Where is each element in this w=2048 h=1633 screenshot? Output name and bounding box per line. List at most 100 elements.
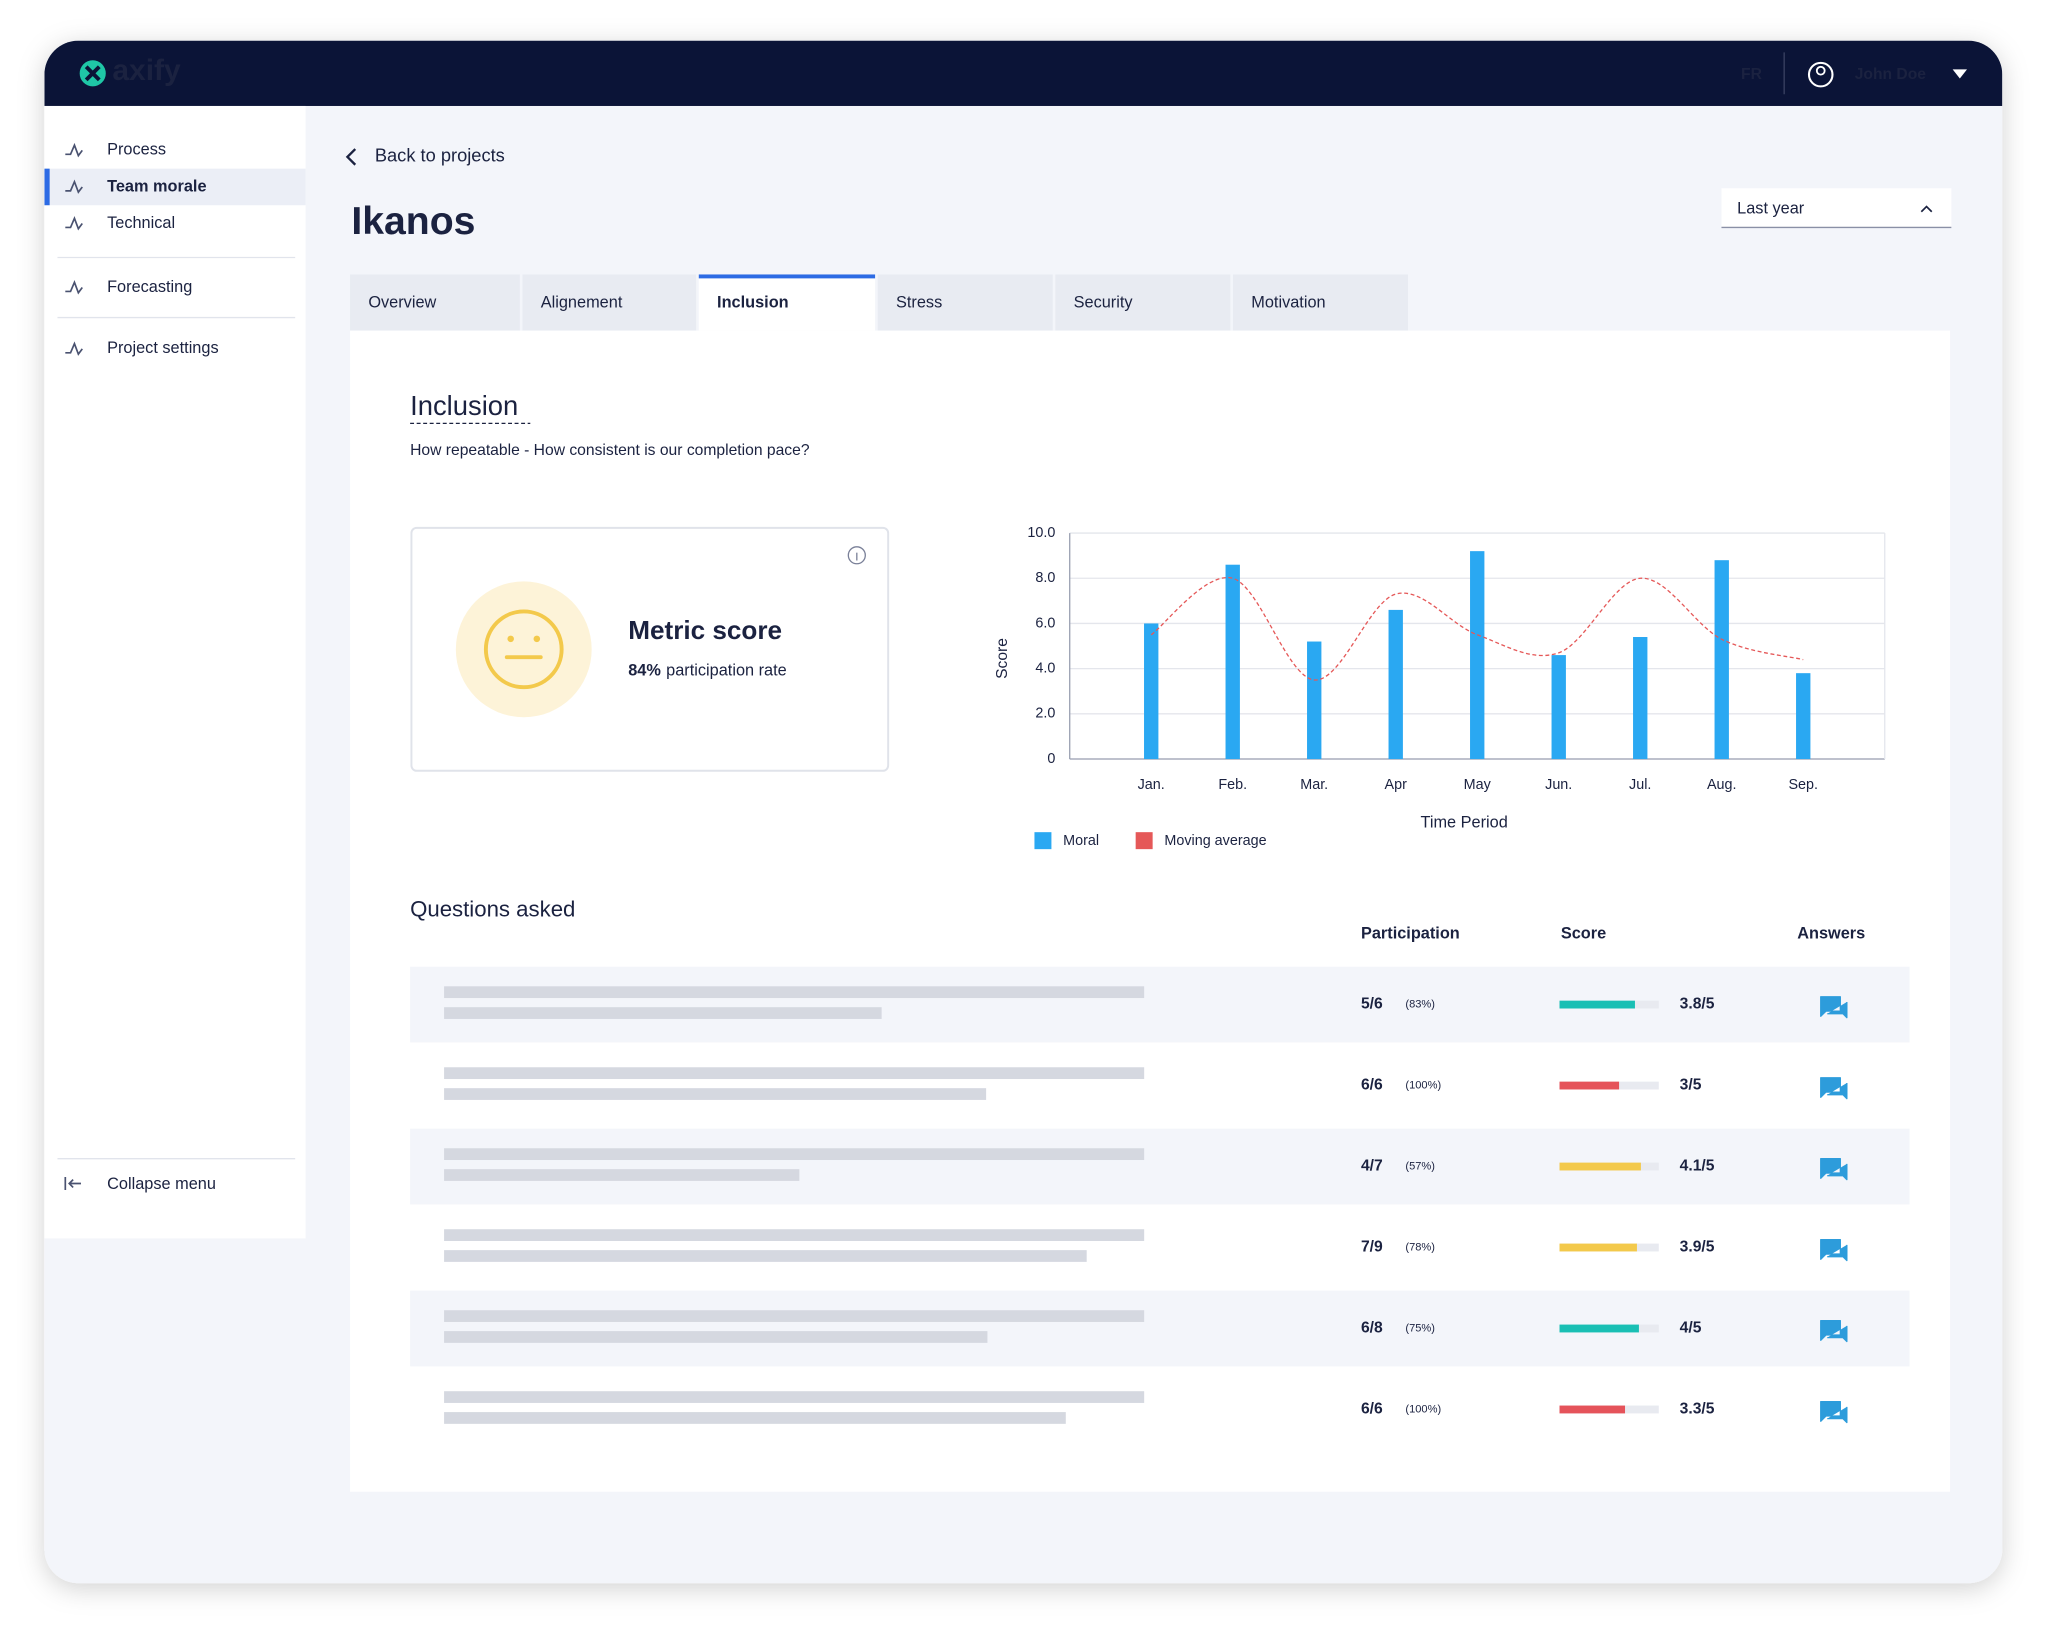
answers-icon[interactable]: [1820, 1239, 1848, 1262]
bar: [1714, 560, 1729, 760]
text-placeholder: [444, 1169, 800, 1181]
text-placeholder: [444, 1250, 1087, 1262]
nav-icon: [65, 142, 83, 158]
back-chevron: [345, 148, 357, 166]
nav-item[interactable]: Project settings: [107, 339, 219, 357]
x-tick-label: Sep.: [1788, 777, 1818, 793]
bar: [1551, 655, 1566, 760]
score-label: 3/5: [1680, 1077, 1702, 1094]
participation: 4/7: [1361, 1158, 1383, 1175]
participation-percent: (75%): [1405, 1322, 1435, 1334]
active-item-bg: [44, 168, 306, 206]
tab[interactable]: [877, 274, 1053, 331]
legend-label: Moral: [1063, 833, 1099, 849]
text-placeholder: [444, 1412, 1066, 1424]
questions-title: Questions asked: [410, 896, 575, 921]
logo-text: axify: [112, 54, 181, 87]
nav-item[interactable]: Forecasting: [107, 278, 192, 296]
tab[interactable]: [698, 274, 876, 331]
score-bar: [1559, 1000, 1635, 1009]
y-tick-label: 4.0: [1035, 660, 1055, 676]
text-placeholder: [444, 1331, 988, 1343]
score-bar: [1559, 1081, 1620, 1090]
sidebar: [44, 105, 306, 1239]
tab-label[interactable]: Stress: [896, 294, 942, 312]
row-bg: [410, 1290, 1910, 1367]
tab[interactable]: [1232, 274, 1408, 331]
text-placeholder: [444, 1229, 1145, 1241]
x-tick-label: Jan.: [1138, 777, 1165, 793]
score-label: 4/5: [1680, 1320, 1702, 1337]
nav-icon: [65, 179, 83, 194]
tab-label[interactable]: Inclusion: [717, 294, 789, 312]
nav-icon: [65, 280, 83, 295]
participation: 5/6: [1361, 996, 1383, 1013]
score-bar: [1559, 1324, 1639, 1333]
bar: [1633, 637, 1648, 760]
participation-percent: (100%): [1405, 1079, 1441, 1091]
answers-icon[interactable]: [1820, 996, 1848, 1019]
info-icon[interactable]: [847, 546, 866, 565]
column-header: Answers: [1797, 924, 1865, 942]
score-label: 3.3/5: [1680, 1401, 1715, 1418]
section-title: Inclusion: [410, 390, 518, 421]
nav-item[interactable]: Team morale: [107, 177, 206, 195]
y-axis-label: Score: [994, 638, 1011, 679]
tab[interactable]: [522, 274, 697, 331]
score-bar: [1559, 1405, 1626, 1414]
answers-icon[interactable]: [1820, 1320, 1848, 1343]
tab-label[interactable]: Alignement: [541, 294, 623, 312]
participation-percent: (83%): [1405, 999, 1435, 1011]
face-eye: [533, 635, 541, 643]
text-placeholder: [444, 1148, 1145, 1161]
nav-icon: [65, 341, 83, 356]
participation-value: 84%: [628, 662, 661, 680]
y-tick-label: 6.0: [1035, 615, 1055, 631]
period-select[interactable]: [1721, 188, 1952, 228]
participation: 6/8: [1361, 1320, 1383, 1337]
face: [483, 609, 564, 690]
participation: 7/9: [1361, 1239, 1383, 1256]
answers-icon[interactable]: [1820, 1400, 1848, 1424]
bar: [1144, 623, 1159, 760]
x-tick-label: Feb.: [1218, 777, 1247, 793]
answers-icon[interactable]: [1820, 1077, 1848, 1100]
tab[interactable]: [1055, 274, 1231, 331]
bar: [1796, 673, 1811, 760]
participation-percent: (57%): [1405, 1160, 1435, 1172]
score-bar: [1559, 1162, 1641, 1171]
tab-label[interactable]: Security: [1074, 294, 1134, 312]
nav-item[interactable]: Technical: [107, 214, 175, 232]
bar: [1388, 609, 1403, 760]
x-tick-label: Apr: [1385, 777, 1408, 793]
period-value[interactable]: Last year: [1737, 199, 1805, 217]
bar: [1225, 564, 1240, 760]
back-link[interactable]: Back to projects: [375, 145, 505, 166]
text-placeholder: [444, 1007, 882, 1019]
bar: [1307, 641, 1322, 760]
collapse-icon: [64, 1176, 81, 1191]
x-axis-label: Time Period: [1420, 813, 1507, 831]
tab-active-bar: [698, 274, 876, 279]
score-label: 4.1/5: [1680, 1158, 1715, 1175]
tab-label[interactable]: Motivation: [1251, 294, 1325, 312]
tab-label[interactable]: Overview: [368, 294, 436, 312]
x-tick-label: May: [1464, 777, 1492, 793]
language[interactable]: FR: [1741, 66, 1762, 83]
text-placeholder: [444, 1088, 987, 1100]
metric-title: Metric score: [628, 615, 782, 645]
legend-swatch: [1135, 832, 1153, 850]
collapse-menu[interactable]: Collapse menu: [107, 1175, 216, 1193]
legend-label: Moving average: [1164, 833, 1266, 849]
user-icon: [1807, 61, 1834, 88]
nav-item[interactable]: Process: [107, 141, 166, 159]
text-placeholder: [444, 1310, 1145, 1322]
y-tick-label: 2.0: [1035, 706, 1055, 722]
answers-icon[interactable]: [1820, 1158, 1848, 1181]
x-tick-label: Mar.: [1300, 777, 1328, 793]
x-tick-label: Jul.: [1629, 777, 1651, 793]
metric-participation: 84% participation rate: [628, 662, 786, 680]
tab[interactable]: [350, 274, 520, 331]
user-name[interactable]: John Doe: [1855, 66, 1927, 83]
text-placeholder: [444, 1067, 1145, 1080]
